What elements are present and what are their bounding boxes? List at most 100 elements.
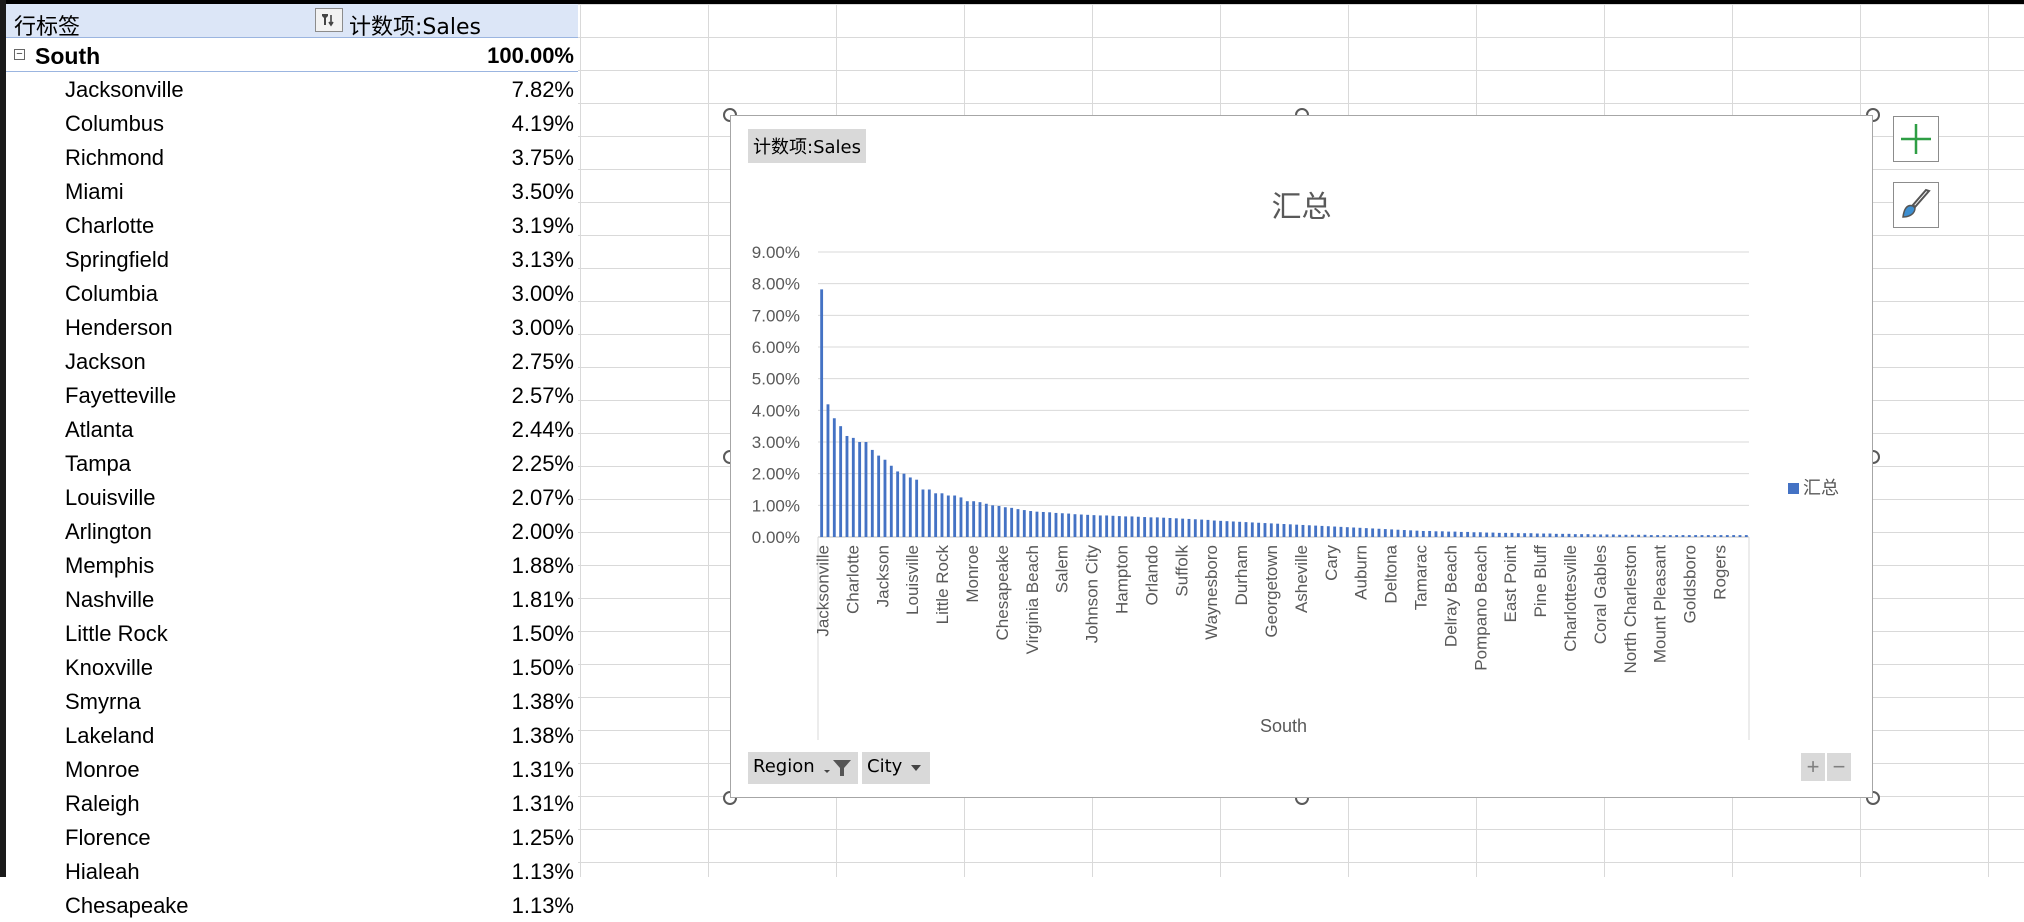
bar[interactable]: [1409, 530, 1413, 537]
row-labels-header[interactable]: 行标签: [14, 15, 81, 40]
bar[interactable]: [1573, 534, 1577, 537]
bar[interactable]: [1022, 510, 1026, 537]
bar[interactable]: [1599, 534, 1603, 537]
bar[interactable]: [1700, 535, 1704, 537]
bar[interactable]: [1098, 515, 1102, 537]
pivot-row[interactable]: Tampa 2.25%: [6, 446, 578, 480]
pivot-row[interactable]: Chesapeake 1.13%: [6, 888, 578, 922]
pivot-row[interactable]: Lakeland 1.38%: [6, 718, 578, 752]
bar[interactable]: [1542, 533, 1546, 537]
bar[interactable]: [1586, 534, 1590, 537]
bar[interactable]: [1364, 528, 1368, 537]
bar[interactable]: [1713, 535, 1717, 537]
bar[interactable]: [1086, 514, 1090, 537]
bar[interactable]: [1466, 531, 1470, 537]
bar[interactable]: [1611, 534, 1615, 537]
bar[interactable]: [1003, 507, 1007, 537]
bar[interactable]: [921, 489, 925, 538]
bar[interactable]: [1719, 535, 1723, 537]
expand-field-button[interactable]: +: [1801, 753, 1825, 781]
bar[interactable]: [1162, 517, 1166, 537]
bar[interactable]: [1345, 527, 1349, 537]
bar[interactable]: [1105, 515, 1109, 537]
bar[interactable]: [940, 493, 944, 537]
bar[interactable]: [1567, 533, 1571, 537]
value-field-button[interactable]: 计数项:Sales: [748, 129, 866, 163]
bar[interactable]: [927, 489, 931, 538]
bar[interactable]: [1396, 529, 1400, 537]
bar[interactable]: [1472, 532, 1476, 537]
bar[interactable]: [1358, 527, 1362, 537]
bar[interactable]: [997, 505, 1001, 537]
bar[interactable]: [883, 459, 887, 537]
bar[interactable]: [1048, 512, 1052, 537]
chart-title[interactable]: 汇总: [1271, 190, 1332, 225]
bar[interactable]: [1257, 522, 1261, 537]
bar[interactable]: [1130, 516, 1134, 537]
bar[interactable]: [858, 442, 862, 537]
bar[interactable]: [1307, 525, 1311, 537]
bar[interactable]: [1149, 517, 1153, 537]
bar[interactable]: [820, 289, 824, 537]
pivot-chart[interactable]: 计数项:Sales 汇总 0.00% 1.00% 2.00% 3.00% 4.00% 5.…: [730, 115, 1873, 798]
bar[interactable]: [1523, 533, 1527, 537]
bar[interactable]: [1371, 528, 1375, 537]
bar[interactable]: [1421, 530, 1425, 537]
bar[interactable]: [972, 501, 976, 537]
bar[interactable]: [1377, 528, 1381, 537]
bar[interactable]: [1447, 531, 1451, 537]
pivot-row[interactable]: Arlington 2.00%: [6, 514, 578, 548]
bar[interactable]: [1301, 524, 1305, 537]
filter-dropdown-icon[interactable]: [315, 8, 343, 32]
bar[interactable]: [1035, 511, 1039, 537]
bar[interactable]: [1605, 534, 1609, 537]
bar[interactable]: [1352, 527, 1356, 538]
collapse-icon[interactable]: −: [14, 49, 25, 60]
bar[interactable]: [845, 435, 849, 537]
bar[interactable]: [1643, 534, 1647, 537]
bar[interactable]: [1295, 524, 1299, 537]
bar[interactable]: [1516, 533, 1520, 537]
bar[interactable]: [1649, 535, 1653, 537]
bar[interactable]: [889, 465, 893, 537]
bar[interactable]: [1136, 516, 1140, 537]
bar[interactable]: [1535, 533, 1539, 537]
bar[interactable]: [1681, 535, 1685, 537]
bar[interactable]: [1168, 518, 1172, 537]
bar[interactable]: [1206, 519, 1210, 537]
bar[interactable]: [1383, 529, 1387, 537]
pivot-row[interactable]: Springfield 3.13%: [6, 242, 578, 276]
bar[interactable]: [908, 477, 912, 537]
bar[interactable]: [896, 471, 900, 537]
bar[interactable]: [1548, 533, 1552, 537]
bar[interactable]: [1117, 516, 1121, 537]
pivot-total-row[interactable]: − South 100.00%: [6, 38, 578, 72]
pivot-row[interactable]: Henderson 3.00%: [6, 310, 578, 344]
bar[interactable]: [1124, 516, 1128, 537]
pivot-row[interactable]: Columbia 3.00%: [6, 276, 578, 310]
bar[interactable]: [1428, 530, 1432, 537]
bar[interactable]: [1244, 522, 1248, 537]
bar[interactable]: [1193, 519, 1197, 537]
bar[interactable]: [1675, 535, 1679, 537]
bar[interactable]: [1624, 534, 1628, 537]
bar[interactable]: [826, 404, 830, 537]
bar[interactable]: [1041, 511, 1045, 537]
pivot-row[interactable]: Smyrna 1.38%: [6, 684, 578, 718]
bar[interactable]: [1333, 526, 1337, 537]
bar[interactable]: [1143, 517, 1147, 537]
bar[interactable]: [1668, 535, 1672, 537]
bar[interactable]: [1732, 535, 1736, 537]
bar[interactable]: [1637, 534, 1641, 537]
bar[interactable]: [1561, 533, 1565, 537]
bar[interactable]: [1181, 518, 1185, 537]
pivot-row[interactable]: Raleigh 1.31%: [6, 786, 578, 820]
bar[interactable]: [1630, 534, 1634, 537]
bar[interactable]: [1725, 535, 1729, 537]
bar[interactable]: [1060, 513, 1064, 537]
bar[interactable]: [1459, 531, 1463, 537]
bar[interactable]: [1339, 526, 1343, 537]
bar[interactable]: [915, 479, 919, 537]
bar[interactable]: [984, 503, 988, 537]
legend-entry[interactable]: 汇总: [1803, 478, 1839, 499]
